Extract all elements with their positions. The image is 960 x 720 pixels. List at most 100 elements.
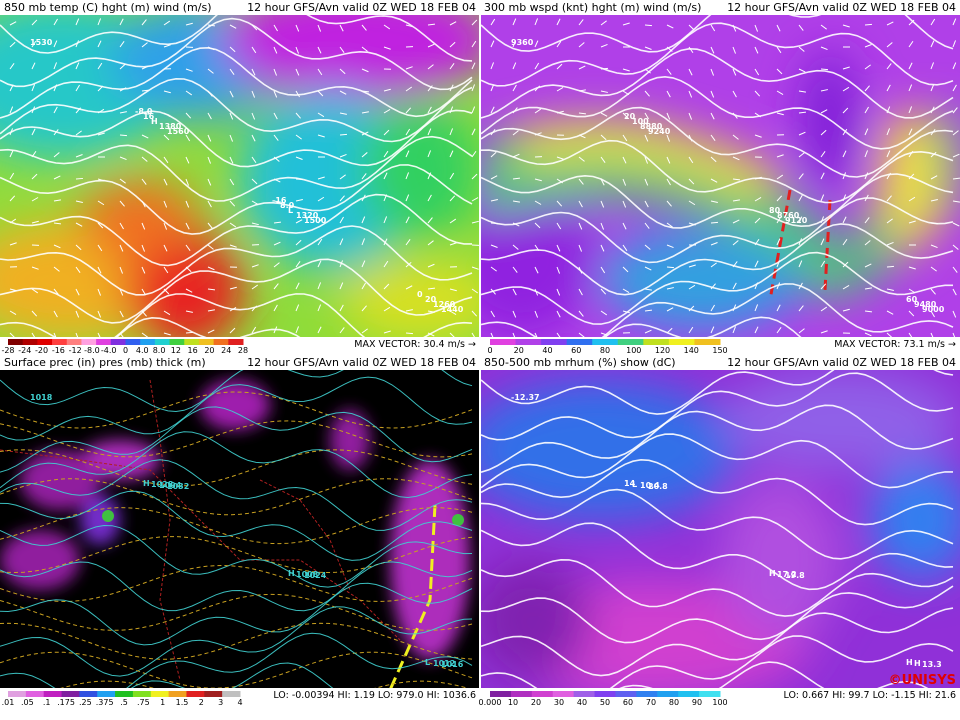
wind-vector <box>886 218 893 224</box>
wind-vector <box>9 310 17 315</box>
wind-vector <box>427 64 434 70</box>
wind-vector <box>842 128 848 136</box>
colorbar-swatch <box>8 691 27 697</box>
colorbar-swatch <box>97 691 116 697</box>
wind-vector <box>908 266 916 270</box>
wind-vector <box>556 178 564 184</box>
wind-vector <box>207 178 212 186</box>
wind-vector <box>317 134 325 138</box>
wind-vector <box>908 196 916 202</box>
wind-vector <box>471 106 476 114</box>
wind-vector <box>578 266 583 274</box>
colorbar-label: .5 <box>120 698 128 707</box>
wind-vector <box>53 310 58 318</box>
contour <box>481 433 953 489</box>
wind-vector <box>864 240 871 246</box>
wind-vector <box>207 24 216 27</box>
wind-vector <box>383 194 388 202</box>
wind-vector <box>754 24 759 32</box>
wind-vector <box>207 266 215 271</box>
wind-vector <box>251 112 256 120</box>
wind-vector <box>339 90 347 95</box>
colorbar-swatch <box>531 691 554 697</box>
wind-vector <box>930 244 938 249</box>
wind-vector <box>820 194 825 202</box>
contour <box>0 490 473 561</box>
wind-vector <box>930 222 939 225</box>
colorbar-swatch <box>25 691 45 697</box>
contour-label: H <box>769 569 776 578</box>
wind-vector <box>427 332 435 337</box>
wind-vector <box>295 199 303 202</box>
wind-vector <box>930 266 937 272</box>
wind-vector <box>471 40 477 48</box>
contour <box>0 582 473 646</box>
wind-vector <box>427 85 433 92</box>
wind-vector <box>644 68 651 74</box>
wind-vector <box>600 332 608 336</box>
wind-vector <box>295 282 300 290</box>
contour-label: 1530 <box>30 38 53 47</box>
wind-vector <box>864 150 869 158</box>
wind-vector <box>31 128 36 136</box>
contour-label: L <box>288 206 293 215</box>
wind-vector <box>622 222 627 230</box>
contour <box>0 459 473 531</box>
wind-vector <box>864 23 873 26</box>
wind-vector <box>361 238 366 246</box>
contour-label: H <box>288 569 295 578</box>
wind-vector <box>251 24 258 31</box>
contour-label: L <box>632 480 637 489</box>
wind-vector <box>75 222 83 227</box>
wind-vector <box>732 156 740 161</box>
humidity-map <box>481 370 960 688</box>
wind-vector <box>798 194 803 202</box>
colorbar-label: 1.5 <box>176 698 189 707</box>
wind-vector <box>361 68 369 73</box>
wind-vector <box>31 84 36 92</box>
contour-label: 1004 <box>159 481 182 490</box>
colorbar-swatch <box>110 339 126 345</box>
wind-vector <box>952 40 957 48</box>
wind-vector <box>798 216 803 224</box>
wind-vector <box>471 220 479 224</box>
wind-vector <box>908 310 915 317</box>
colorbar-swatch <box>699 691 721 697</box>
contour-label: H <box>906 658 913 667</box>
colorbar-label: 16 <box>188 346 198 355</box>
colorbar-swatch <box>594 691 616 697</box>
colorbar-label: 150 <box>712 346 727 355</box>
wind-vector <box>688 305 695 312</box>
wind-vector <box>710 156 717 163</box>
contour <box>0 225 473 296</box>
wind-vector <box>405 261 412 268</box>
wind-vector <box>449 332 455 337</box>
contour <box>0 431 473 499</box>
wind-vector <box>229 222 237 228</box>
wind-vector <box>666 24 674 29</box>
wind-vector <box>405 194 410 202</box>
wind-vector <box>512 18 517 26</box>
wind-vector <box>295 68 300 76</box>
wind-vector <box>930 18 936 26</box>
wind-vector <box>754 282 759 290</box>
wind-vector <box>427 217 433 224</box>
wind-vector <box>471 128 476 136</box>
wind-vector <box>295 239 302 246</box>
wind-vector <box>798 152 805 158</box>
wind-vector <box>449 242 457 246</box>
wind-vector <box>666 68 672 75</box>
wind-vector <box>908 84 913 92</box>
wind-vector <box>600 178 605 186</box>
wind-vector <box>141 156 148 162</box>
wind-vector <box>490 40 495 48</box>
colorbar-swatch <box>154 339 171 345</box>
colorbar-swatch <box>204 691 223 697</box>
wind-vector <box>732 326 737 334</box>
wind-vector <box>229 244 237 248</box>
wind-vector <box>842 24 850 28</box>
wind-vector <box>405 107 412 114</box>
wind-vector <box>471 197 479 202</box>
contour <box>0 406 473 473</box>
wind-vector <box>644 244 651 250</box>
